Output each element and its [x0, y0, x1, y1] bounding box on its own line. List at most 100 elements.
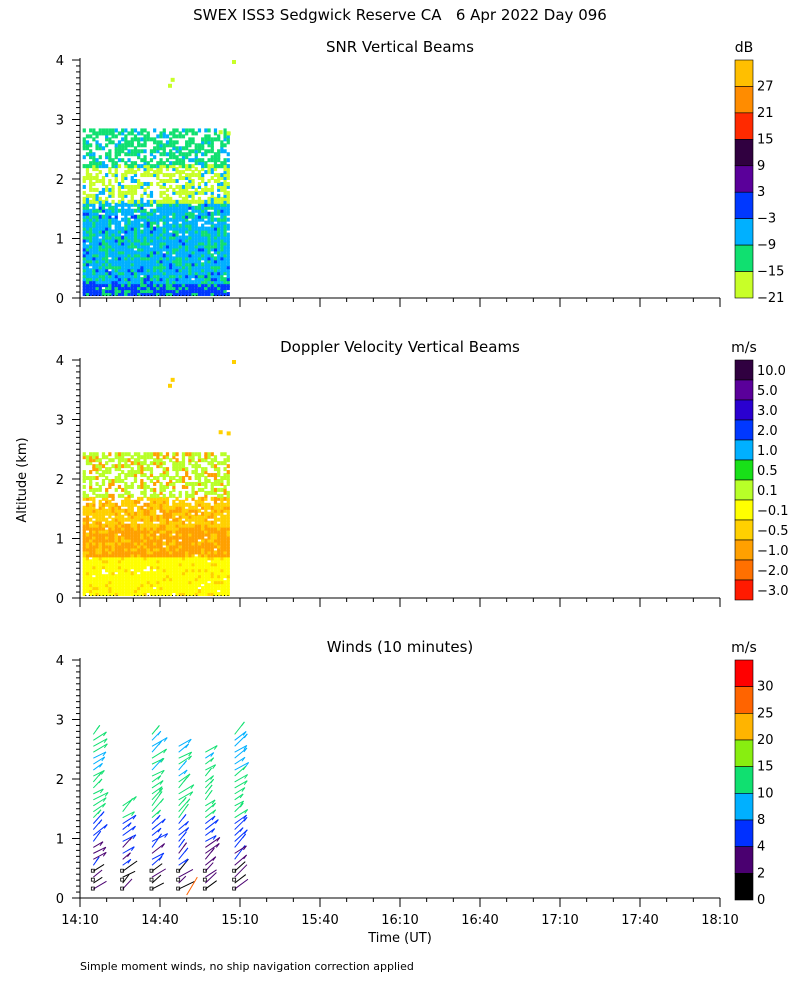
- heatmap-cell: [105, 565, 109, 570]
- heatmap-cell: [201, 161, 205, 166]
- heatmap-cell: [226, 268, 230, 273]
- heatmap-cell: [204, 526, 208, 531]
- heatmap-cell: [127, 140, 131, 145]
- heatmap-cell: [143, 562, 147, 567]
- heatmap-cell: [101, 559, 106, 564]
- heatmap-cell: [114, 235, 118, 240]
- heatmap-cell: [210, 253, 214, 258]
- heatmap-cell: [89, 202, 93, 207]
- heatmap-cell: [105, 493, 109, 498]
- heatmap-cell: [89, 253, 93, 258]
- heatmap-cell: [92, 217, 96, 222]
- heatmap-cell: [181, 553, 186, 558]
- y-tick-label: 2: [56, 173, 64, 188]
- heatmap-cell: [159, 265, 163, 270]
- heatmap-cell: [105, 520, 109, 525]
- heatmap-cell: [105, 289, 109, 294]
- heatmap-cell: [197, 479, 202, 483]
- heatmap-cell: [169, 586, 173, 591]
- heatmap-cell: [111, 464, 115, 469]
- heatmap-cell: [185, 565, 189, 570]
- heatmap-cell: [220, 493, 224, 498]
- heatmap-cell: [217, 586, 221, 591]
- heatmap-cell: [111, 505, 115, 510]
- heatmap-cell: [213, 514, 218, 519]
- heatmap-cell: [185, 583, 189, 588]
- heatmap-cell: [140, 508, 144, 513]
- wind-barb-flag: [98, 778, 103, 784]
- heatmap-cell: [146, 455, 150, 460]
- heatmap-cell: [98, 589, 102, 594]
- heatmap-cell: [223, 220, 227, 225]
- heatmap-cell: [178, 187, 182, 192]
- heatmap-cell: [197, 143, 202, 148]
- heatmap-cell: [111, 220, 115, 225]
- heatmap-cell: [204, 517, 208, 522]
- heatmap-cell: [197, 562, 202, 567]
- heatmap-cell: [92, 535, 96, 540]
- heatmap-cell: [114, 143, 118, 148]
- heatmap-cell: [114, 241, 118, 246]
- heatmap-cell: [89, 452, 93, 457]
- heatmap-cell: [178, 173, 182, 178]
- y-tick-label: 1: [56, 233, 64, 248]
- heatmap-cell: [108, 529, 112, 534]
- heatmap-cell: [130, 283, 134, 288]
- wind-barb: [93, 876, 103, 884]
- heatmap-cell: [140, 268, 144, 273]
- heatmap-cell: [149, 586, 154, 591]
- heatmap-cell: [217, 176, 221, 181]
- heatmap-cell: [162, 271, 166, 276]
- heatmap-cell: [124, 583, 128, 588]
- heatmap-cell: [204, 128, 208, 133]
- wind-barb-flag: [243, 817, 248, 822]
- heatmap-cell: [153, 173, 157, 178]
- heatmap-cell: [85, 541, 90, 546]
- heatmap-cell: [226, 244, 230, 249]
- heatmap-cell: [197, 265, 202, 270]
- baseline-dot: [227, 595, 229, 596]
- heatmap-cell: [165, 502, 170, 507]
- wind-barb: [151, 863, 163, 872]
- heatmap-cell: [95, 476, 99, 481]
- heatmap-cell: [92, 487, 96, 492]
- heatmap-cell: [111, 256, 115, 261]
- heatmap-cell: [89, 502, 93, 507]
- heatmap-cell: [133, 550, 138, 555]
- heatmap-cell: [95, 532, 99, 537]
- heatmap-cell: [194, 205, 198, 210]
- heatmap-cell: [105, 274, 109, 279]
- heatmap-cell: [175, 529, 179, 534]
- heatmap-cell: [169, 232, 173, 237]
- heatmap-cell: [137, 553, 141, 558]
- heatmap-cell: [92, 235, 96, 240]
- heatmap-cell: [127, 452, 131, 457]
- heatmap-cell: [185, 493, 189, 498]
- heatmap-cell: [137, 508, 141, 513]
- heatmap-cell: [108, 179, 112, 183]
- heatmap-cell: [130, 265, 134, 270]
- heatmap-cell: [201, 253, 205, 258]
- heatmap-cell: [82, 271, 86, 276]
- wind-barb-flag: [211, 799, 216, 805]
- heatmap-cell: [140, 550, 144, 555]
- heatmap-cell: [114, 452, 118, 457]
- heatmap-cell: [201, 274, 205, 279]
- heatmap-cell: [124, 458, 128, 463]
- heatmap-cell: [165, 187, 170, 192]
- heatmap-cell: [162, 553, 166, 558]
- heatmap-cell: [82, 244, 86, 249]
- wind-barb: [122, 878, 133, 890]
- heatmap-cell: [210, 143, 214, 148]
- heatmap-cell: [172, 505, 176, 510]
- heatmap-cell: [223, 253, 227, 258]
- heatmap-cell: [146, 511, 150, 516]
- heatmap-cell: [178, 286, 182, 291]
- heatmap-cell: [204, 211, 208, 216]
- heatmap-cell: [210, 205, 214, 210]
- heatmap-cell: [217, 565, 221, 570]
- heatmap-cell: [82, 493, 86, 498]
- heatmap-cell: [127, 577, 131, 582]
- heatmap-cell: [117, 562, 122, 567]
- heatmap-cell: [149, 262, 154, 267]
